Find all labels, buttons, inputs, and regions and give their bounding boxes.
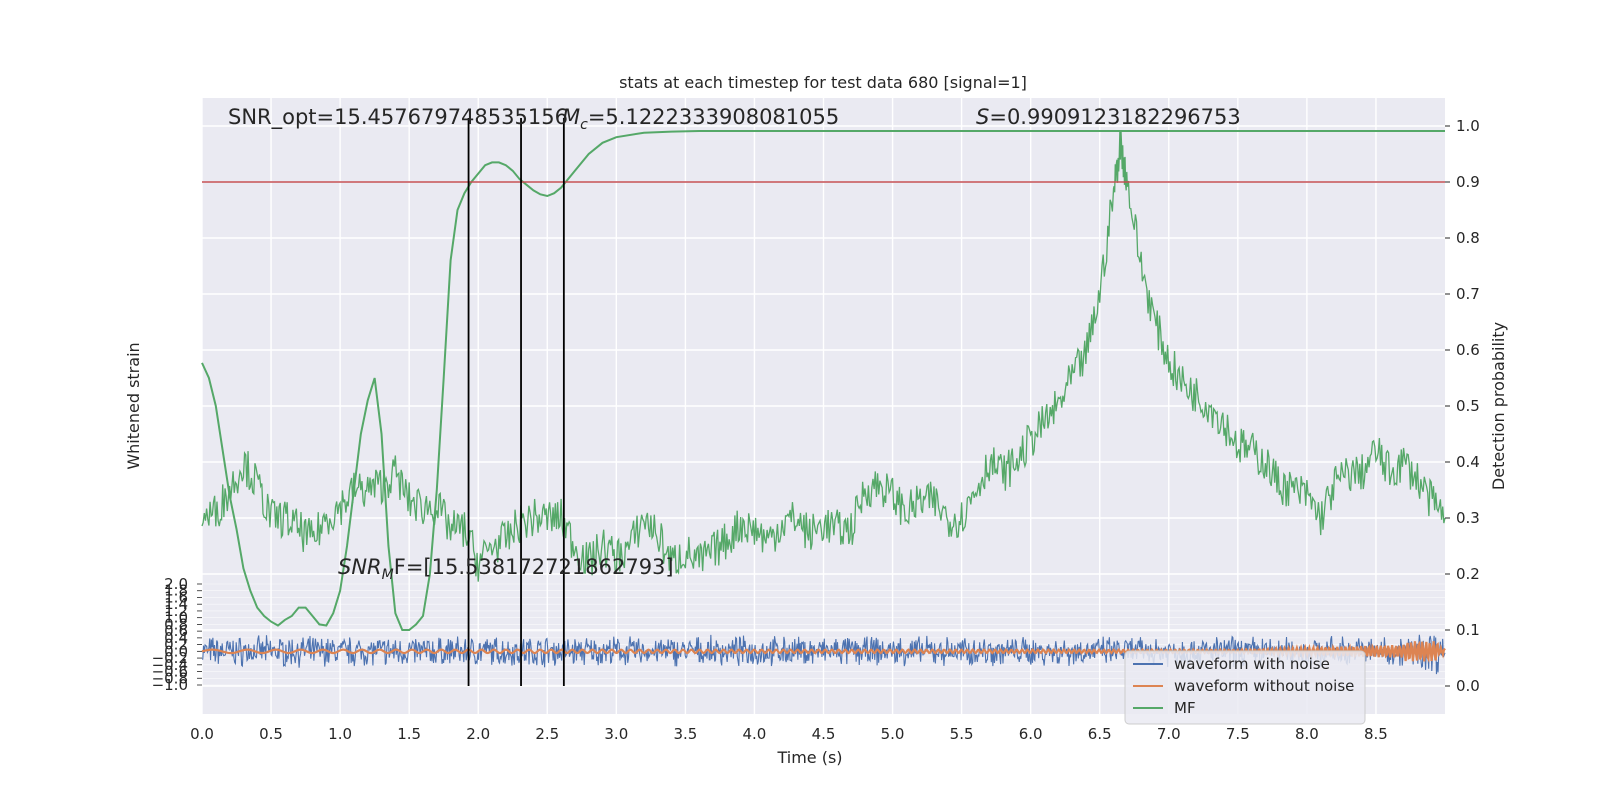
annotation-snr-mf-sub: M — [382, 567, 394, 583]
annotation-s: S=0.9909123182296753 — [976, 105, 1241, 129]
ticks-layer: 0.0 0.5 1.0 1.5 2.0 2.5 3.0 3.5 4.0 4.5 5.0 5.5 6.0 6… — [152, 117, 1480, 743]
y-left-tick-label-8: 0.6 — [164, 622, 188, 640]
x-tick-label-1: 0.5 — [259, 725, 283, 743]
y-left-tick-label-0: −1.0 — [152, 676, 188, 694]
y-right-tick-label-2: 0.2 — [1456, 565, 1480, 583]
x-tick-label-9: 4.5 — [812, 725, 836, 743]
annotation-snr-mf: SNRMF=[15.538172721862793] — [338, 555, 674, 583]
y-left-tick-label-14: 1.8 — [164, 582, 188, 600]
annotation-s-value: =0.9909123182296753 — [989, 105, 1240, 129]
x-axis-label: Time (s) — [776, 748, 842, 767]
legend-label-clean: waveform without noise — [1174, 677, 1354, 695]
legend-label-noise: waveform with noise — [1174, 655, 1330, 673]
y-left-tick-label-4: −0.2 — [152, 649, 188, 667]
annotation-mc-sub: c — [580, 117, 588, 133]
chart-title: stats at each timestep for test data 680… — [619, 73, 1027, 92]
y-axis-right-label: Detection probability — [1489, 322, 1508, 490]
y-left-tick-label-6: 0.2 — [164, 636, 188, 654]
x-tick-label-4: 2.0 — [466, 725, 490, 743]
x-tick-label-6: 3.0 — [604, 725, 628, 743]
y-right-tick-label-3: 0.3 — [1456, 509, 1480, 527]
y-left-tick-label-15: 2.0 — [164, 575, 188, 593]
x-tick-label-11: 5.5 — [950, 725, 974, 743]
x-tick-label-8: 4.0 — [743, 725, 767, 743]
annotation-mc: Mc=5.1222333908081055 — [562, 105, 839, 133]
y-right-tick-label-5: 0.5 — [1456, 397, 1480, 415]
y-right-tick-label-6: 0.6 — [1456, 341, 1480, 359]
x-tick-label-12: 6.0 — [1019, 725, 1043, 743]
y-right-tick-label-10: 1.0 — [1456, 117, 1480, 135]
x-tick-label-5: 2.5 — [535, 725, 559, 743]
x-tick-label-10: 5.0 — [881, 725, 905, 743]
x-tick-label-3: 1.5 — [397, 725, 421, 743]
x-tick-label-17: 8.5 — [1364, 725, 1388, 743]
marks-layer — [202, 118, 1445, 686]
series-detection-probability — [201, 130, 1446, 582]
annotation-snr-mf-symbol: SNR — [338, 555, 382, 579]
y-left-tick-label-1: −0.8 — [152, 669, 188, 687]
y-left-tick-label-7: 0.4 — [164, 629, 188, 647]
y-right-tick-label-4: 0.4 — [1456, 453, 1480, 471]
y-left-tick-label-3: −0.4 — [152, 656, 188, 674]
y-left-tick-label-10: 1.0 — [164, 609, 188, 627]
series-layer — [201, 130, 1446, 675]
y-right-tick-label-7: 0.7 — [1456, 285, 1480, 303]
y-left-tick-label-2: −0.6 — [152, 663, 188, 681]
x-tick-label-14: 7.0 — [1157, 725, 1181, 743]
series-waveform-without-noise — [201, 640, 1446, 664]
annotation-mc-value: =5.1222333908081055 — [588, 105, 839, 129]
series-waveform-with-noise — [201, 634, 1446, 675]
y-left-tick-label-11: 1.2 — [164, 602, 188, 620]
annotation-mc-symbol: M — [562, 105, 580, 129]
annotation-s-symbol: S — [976, 105, 989, 129]
legend-label-mf: MF — [1174, 699, 1196, 717]
x-tick-label-7: 3.5 — [673, 725, 697, 743]
y-left-tick-label-13: 1.6 — [164, 588, 188, 606]
x-tick-label-16: 8.0 — [1295, 725, 1319, 743]
x-tick-label-0: 0.0 — [190, 725, 214, 743]
y-right-tick-label-8: 0.8 — [1456, 229, 1480, 247]
y-left-tick-label-5: 0.0 — [164, 642, 188, 660]
y-right-tick-label-9: 0.9 — [1456, 173, 1480, 191]
y-left-tick-label-12: 1.4 — [164, 595, 188, 613]
annotation-snr-mf-value: F=[15.538172721862793] — [394, 555, 674, 579]
y-right-tick-label-1: 0.1 — [1456, 621, 1480, 639]
x-tick-label-15: 7.5 — [1226, 725, 1250, 743]
x-tick-label-13: 6.5 — [1088, 725, 1112, 743]
legend-box — [1124, 650, 1366, 725]
annotation-snr-opt: SNR_opt=15.457679748535156 — [228, 105, 568, 130]
y-left-tick-label-9: 0.8 — [164, 615, 188, 633]
series-mf — [201, 130, 1445, 631]
x-tick-label-2: 1.0 — [328, 725, 352, 743]
legend: waveform with noise waveform without noi… — [1124, 650, 1366, 725]
y-axis-left-label: Whitened strain — [124, 342, 143, 469]
y-right-tick-label-0: 0.0 — [1456, 677, 1480, 695]
